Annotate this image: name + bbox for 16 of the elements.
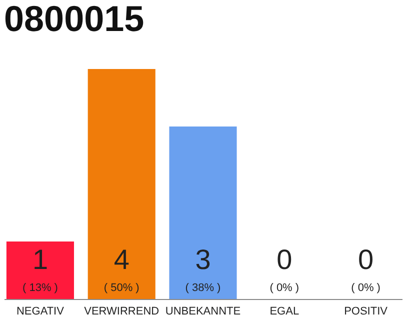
data-label: 0 — [276, 244, 292, 275]
x-tick-label: POSITIV — [344, 306, 388, 318]
annotation: ( 0% ) — [270, 282, 300, 294]
x-tick-label: UNBEKANNTE — [165, 306, 241, 318]
data-label: 1 — [32, 244, 48, 275]
chart-title: 0800015 — [4, 0, 144, 39]
data-label: 0 — [358, 244, 374, 275]
x-tick-label: VERWIRREND — [84, 306, 160, 318]
x-tick-label: NEGATIV — [16, 306, 65, 318]
annotation: ( 0% ) — [351, 282, 380, 294]
annotation: ( 38% ) — [185, 282, 221, 294]
x-tick-label: EGAL — [270, 306, 300, 318]
data-label: 3 — [195, 244, 211, 275]
annotation: ( 13% ) — [22, 282, 58, 294]
data-label: 4 — [114, 244, 130, 275]
annotation: ( 50% ) — [104, 282, 140, 294]
